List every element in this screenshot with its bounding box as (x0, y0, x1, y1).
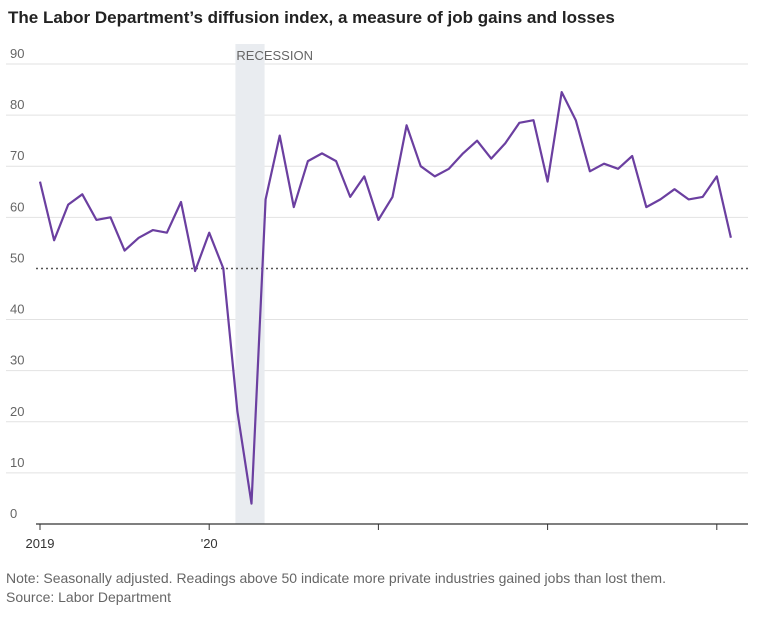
recession-band (235, 44, 265, 524)
y-tick-label: 90 (10, 46, 24, 61)
y-tick-label: 70 (10, 148, 24, 163)
y-tick-label: 30 (10, 353, 24, 368)
x-tick-label: 2019 (26, 536, 55, 551)
y-tick-label: 40 (10, 302, 24, 317)
y-tick-label: 10 (10, 455, 24, 470)
chart-note: Note: Seasonally adjusted. Readings abov… (6, 570, 666, 586)
y-tick-label: 80 (10, 97, 24, 112)
recession-label: RECESSION (236, 48, 313, 63)
chart-title: The Labor Department’s diffusion index, … (8, 8, 615, 27)
line-chart: RECESSION 0 10 20 30 40 50 60 70 80 90 2019 '20 (6, 44, 748, 551)
y-tick-label: 60 (10, 199, 24, 214)
x-axis-ticks: 2019 '20 (26, 524, 718, 551)
chart-source: Source: Labor Department (6, 589, 171, 605)
y-tick-label: 50 (10, 250, 24, 265)
y-tick-label: 20 (10, 404, 24, 419)
y-tick-label: 0 (10, 506, 17, 521)
y-axis-ticks: 0 10 20 30 40 50 60 70 80 90 (10, 46, 24, 521)
series-line-diffusion-index (38, 91, 732, 505)
x-tick-label: '20 (201, 536, 218, 551)
